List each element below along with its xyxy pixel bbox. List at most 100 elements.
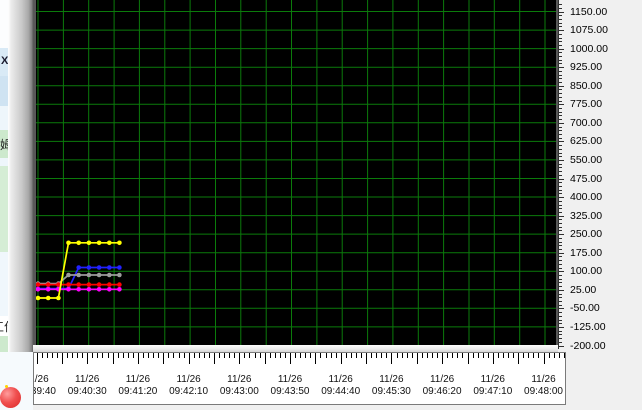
time-ruler-minor-tick <box>335 353 337 358</box>
value-axis-major-tick <box>559 30 564 32</box>
sidebar-row[interactable] <box>0 0 8 48</box>
value-axis-minor-tick <box>559 330 562 332</box>
value-axis-major-tick <box>559 141 564 143</box>
time-ruler-major-tick <box>543 353 545 364</box>
sidebar-item-green[interactable]: 姆 <box>0 130 8 158</box>
value-axis-label: 700.00 <box>570 116 603 129</box>
value-axis-label: 1150.00 <box>570 5 608 18</box>
value-axis-minor-tick <box>559 226 562 228</box>
time-ruler-minor-tick <box>51 353 53 358</box>
status-corner <box>0 352 33 410</box>
value-axis-label: 625.00 <box>570 135 603 148</box>
sidebar-item-x-axis[interactable]: X- <box>0 48 8 76</box>
value-axis: 1150.00 1075.00 1000.00 925.00 850.00 775.00 7… <box>558 0 642 410</box>
value-axis-major-tick <box>559 197 564 198</box>
time-ruler-major-tick <box>290 353 291 364</box>
trend-plot-area[interactable] <box>36 0 556 345</box>
time-ruler-major-tick <box>36 353 38 364</box>
time-ruler-minor-tick <box>320 353 322 358</box>
time-ruler-minor-tick <box>538 353 540 358</box>
time-ruler-minor-tick <box>153 353 155 358</box>
value-axis-minor-tick <box>559 78 562 80</box>
plot-panel <box>33 0 558 345</box>
value-axis-major-tick <box>559 85 564 87</box>
value-axis-minor-tick <box>559 208 562 210</box>
time-ruler-minor-tick <box>234 353 236 358</box>
value-axis-minor-tick <box>559 256 562 258</box>
time-axis-label: 11/26 09:48:00 <box>524 374 563 397</box>
time-ruler-minor-tick <box>295 353 297 358</box>
sidebar-row[interactable] <box>0 158 8 166</box>
sidebar-item-work[interactable]: 工作 <box>0 316 8 336</box>
value-axis-label: -125.00 <box>570 320 606 333</box>
time-ruler-minor-tick <box>502 353 504 358</box>
value-axis-minor-tick <box>559 96 562 98</box>
value-axis-minor-tick <box>559 334 562 336</box>
time-ruler-minor-tick <box>122 353 124 358</box>
value-axis-minor-tick <box>559 249 562 250</box>
value-axis-minor-tick <box>559 41 562 43</box>
sidebar-row[interactable] <box>0 166 8 252</box>
time-ruler-minor-tick <box>132 353 134 358</box>
value-axis-minor-tick <box>559 293 562 295</box>
time-ruler-major-tick <box>61 353 63 364</box>
splitter-handle[interactable] <box>8 0 33 352</box>
value-axis-major-tick <box>559 67 564 69</box>
time-ruler-minor-tick <box>254 353 256 358</box>
time-ruler-minor-tick <box>548 353 550 358</box>
value-axis-minor-tick <box>559 15 562 17</box>
time-ruler-minor-tick <box>345 353 347 358</box>
time-ruler-minor-tick <box>224 353 226 358</box>
time-axis-label: 11/26 09:42:10 <box>169 374 209 397</box>
value-axis-minor-tick <box>559 126 562 128</box>
value-axis-minor-tick <box>559 286 562 288</box>
time-ruler-minor-tick <box>350 353 352 358</box>
time-ruler-minor-tick <box>376 353 378 358</box>
record-indicator-icon[interactable] <box>0 387 21 408</box>
sidebar-row[interactable] <box>0 252 8 316</box>
time-ruler-minor-tick <box>533 353 535 358</box>
value-axis-major-tick <box>559 289 564 291</box>
value-axis-minor-tick <box>559 267 562 269</box>
value-axis-label: 250.00 <box>570 228 603 241</box>
time-ruler-major-tick <box>391 353 393 364</box>
value-axis-minor-tick <box>559 33 562 35</box>
time-ruler-minor-tick <box>406 353 408 358</box>
value-axis-minor-tick <box>559 282 562 284</box>
time-ruler-minor-tick <box>66 353 68 358</box>
plot-bottom-edge <box>33 345 566 352</box>
value-axis-minor-tick <box>559 93 562 95</box>
time-ruler-minor-tick <box>77 353 79 358</box>
time-ruler-minor-tick <box>426 353 428 358</box>
time-ruler-major-tick <box>264 353 266 364</box>
time-ruler-minor-tick <box>421 353 423 358</box>
value-axis-minor-tick <box>559 323 562 325</box>
value-axis-major-tick <box>559 178 564 180</box>
value-axis-minor-tick <box>559 341 562 343</box>
time-ruler-minor-tick <box>528 353 530 358</box>
time-ruler-minor-tick <box>523 353 525 358</box>
time-ruler-minor-tick <box>117 353 119 358</box>
time-ruler-minor-tick <box>411 353 413 358</box>
sidebar-row[interactable] <box>0 336 8 362</box>
time-ruler-major-tick <box>366 353 368 364</box>
time-ruler-minor-tick <box>330 353 332 358</box>
value-axis-minor-tick <box>559 163 562 165</box>
value-axis-minor-tick <box>559 82 562 83</box>
time-ruler-minor-tick <box>558 353 560 358</box>
value-axis-minor-tick <box>559 300 562 302</box>
sidebar-item-label: 工作 <box>0 318 8 335</box>
time-ruler-minor-tick <box>269 353 271 358</box>
value-axis-minor-tick <box>559 204 562 206</box>
sidebar-row[interactable] <box>0 106 8 130</box>
time-ruler-minor-tick <box>305 353 307 358</box>
time-ruler-minor-tick <box>148 353 149 358</box>
time-ruler-minor-tick <box>274 353 276 358</box>
time-ruler-minor-tick <box>310 353 312 358</box>
sidebar-row[interactable] <box>0 76 8 106</box>
time-ruler-minor-tick <box>249 353 251 358</box>
time-ruler-minor-tick <box>143 353 144 358</box>
time-ruler-minor-tick <box>168 353 170 358</box>
time-ruler-minor-tick <box>508 353 509 358</box>
